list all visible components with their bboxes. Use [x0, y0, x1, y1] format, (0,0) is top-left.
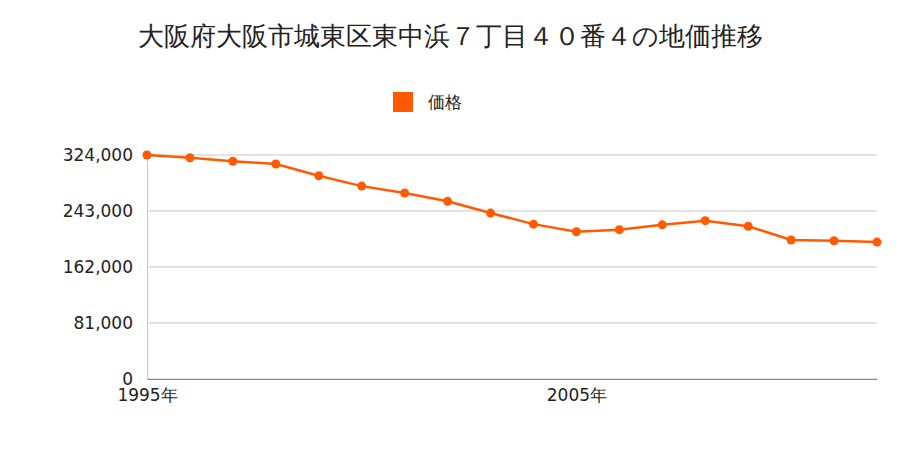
point: [615, 225, 624, 234]
y-tick: 81,000: [74, 313, 147, 333]
y-tick-label: 162,000: [63, 257, 133, 277]
point: [529, 220, 538, 229]
chart: 大阪府大阪市城東区東中浜７丁目４０番４の地価推移価格081,000162,000…: [0, 0, 900, 450]
x-tick: 1995年: [117, 379, 177, 405]
y-tick-label: 243,000: [63, 201, 133, 221]
point: [658, 220, 667, 229]
grid-line: [147, 211, 877, 212]
x-tick: 2005年: [547, 379, 607, 405]
grid: [147, 155, 877, 379]
y-axis: 081,000162,000243,000324,000: [63, 145, 148, 389]
point: [357, 182, 366, 191]
title: 大阪府大阪市城東区東中浜７丁目４０番４の地価推移: [138, 21, 763, 51]
legend: 価格: [393, 92, 462, 112]
grid-line: [147, 267, 877, 268]
point: [271, 159, 280, 168]
y-tick: 243,000: [63, 201, 147, 221]
y-tick: 324,000: [63, 145, 147, 165]
x-tick-label: 1995年: [117, 385, 177, 405]
point: [143, 151, 152, 160]
x-axis: 1995年 2005年: [117, 379, 877, 405]
point: [486, 209, 495, 218]
point: [787, 236, 796, 245]
x-tick-label: 2005年: [547, 385, 607, 405]
legend-label: 価格: [428, 92, 462, 112]
point: [314, 171, 323, 180]
point: [873, 238, 882, 247]
plot: 081,000162,000243,000324,0001995年2005年: [63, 145, 882, 405]
grid-line: [147, 155, 877, 156]
x-axis-line: [148, 379, 878, 380]
y-axis-line: [147, 156, 148, 380]
point: [701, 216, 710, 225]
marks: [143, 151, 882, 247]
grid-line: [147, 379, 877, 380]
point: [443, 197, 452, 206]
point: [744, 222, 753, 231]
point: [185, 153, 194, 162]
y-tick-label: 324,000: [63, 145, 133, 165]
line: [147, 155, 877, 242]
legend-swatch: [393, 92, 413, 112]
y-tick: 162,000: [63, 257, 147, 277]
grid-line: [147, 323, 877, 324]
point: [572, 227, 581, 236]
point: [228, 157, 237, 166]
point: [400, 189, 409, 198]
point: [830, 236, 839, 245]
y-tick-label: 81,000: [74, 313, 133, 333]
